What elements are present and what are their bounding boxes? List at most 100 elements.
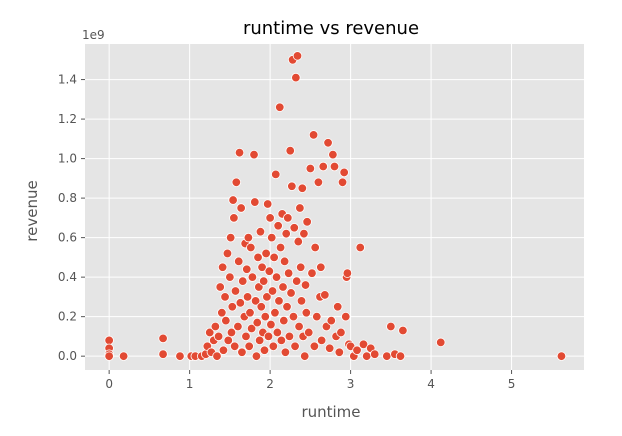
data-point [230,286,241,296]
chart-title: runtime vs revenue [243,18,419,39]
data-point [235,298,246,308]
data-point [229,213,239,223]
data-point [249,149,259,160]
data-point [233,321,243,332]
data-point [295,203,305,213]
data-point [158,333,168,344]
data-point [278,282,288,292]
data-point [225,272,235,282]
data-point [273,221,283,231]
data-point [260,311,270,322]
data-point [289,223,299,233]
data-point [255,226,266,237]
data-point [275,242,286,253]
data-point [304,327,314,338]
data-point [272,327,283,338]
data-point [253,252,263,263]
data-point [266,319,276,330]
data-point [217,262,228,272]
data-point [318,161,328,172]
y-axis-offset-label: 1e9 [82,28,105,42]
data-point [246,323,257,334]
x-tick-label: 3 [347,377,355,391]
data-point [300,280,311,290]
data-point [316,262,326,272]
data-point [301,308,312,318]
data-point [320,290,330,300]
data-point [158,349,168,359]
data-point [221,315,231,326]
y-axis-ticks: 0.0 0.2 0.4 0.6 0.8 1.0 1.2 1.4 [58,73,85,363]
data-point [355,242,365,253]
data-point [256,302,266,312]
data-point [313,177,324,188]
y-tick-label: 0.8 [58,191,77,205]
data-point [276,335,287,346]
data-point [257,262,267,272]
data-point [234,256,244,267]
data-point [270,308,280,318]
data-point [245,308,255,318]
data-point [342,268,353,278]
data-point [275,102,285,112]
data-point [299,228,309,239]
data-point [259,345,270,355]
data-point [220,292,230,302]
data-point [265,213,275,223]
data-point [118,351,129,361]
data-point [223,335,233,346]
data-point [264,266,275,276]
data-point [222,248,233,259]
data-point [370,349,380,359]
data-point [274,296,284,306]
data-points [104,51,567,361]
data-point [285,145,295,156]
y-tick-label: 0.2 [58,310,77,324]
data-point [398,325,408,336]
data-point [227,302,237,312]
data-point [271,169,281,180]
data-point [251,351,262,361]
data-point [244,341,254,351]
x-tick-label: 4 [427,377,435,391]
data-point [296,296,307,306]
data-point [258,276,269,286]
data-point [250,197,260,207]
data-point [261,248,271,259]
data-point [281,228,291,239]
y-axis-label: revenue [23,180,41,241]
data-point [104,351,114,361]
data-point [268,341,279,351]
data-point [291,72,301,83]
data-point [252,317,262,328]
data-point [267,286,278,296]
data-point [250,296,261,306]
data-point [247,272,258,282]
data-point [175,351,185,361]
data-point [339,167,349,178]
y-tick-label: 1.0 [58,152,77,166]
data-point [386,321,396,332]
data-point [210,321,221,332]
data-point [305,163,316,174]
data-point [283,213,293,223]
data-point [297,183,308,193]
data-point [226,327,237,338]
data-point [262,199,273,209]
data-point [288,311,299,322]
data-point [291,276,302,286]
data-point [212,351,222,361]
data-point [334,347,345,357]
x-tick-label: 0 [105,377,113,391]
data-point [215,282,225,292]
data-point [229,341,240,351]
data-point [302,217,312,227]
data-point [104,335,114,346]
data-point [382,351,392,361]
data-point [262,292,272,302]
data-point [284,331,295,342]
data-point [295,262,306,272]
data-point [271,272,282,282]
x-axis-label: runtime [301,403,360,421]
